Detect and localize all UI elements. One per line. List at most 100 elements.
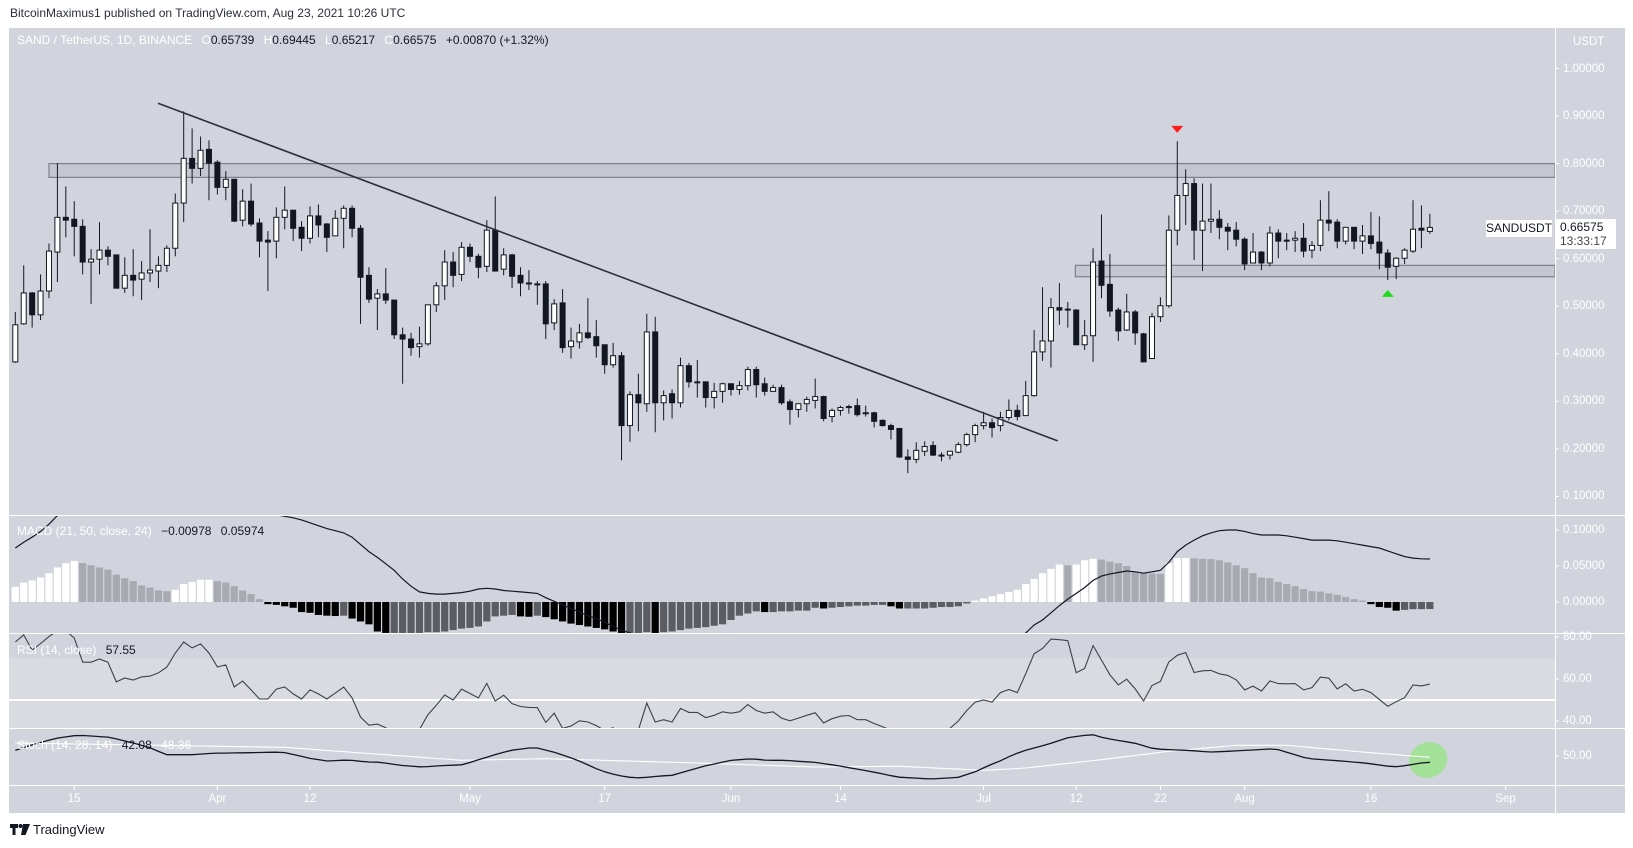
candle-body bbox=[652, 331, 659, 404]
tradingview-logo-icon[interactable] bbox=[10, 824, 30, 836]
macd-histogram-bar bbox=[996, 594, 1005, 602]
candle bbox=[205, 140, 212, 201]
candle-body bbox=[492, 229, 499, 272]
macd-histogram-bar bbox=[971, 600, 979, 602]
macd-histogram-bar bbox=[314, 602, 323, 615]
candle-body bbox=[88, 258, 95, 263]
macd-histogram-bar bbox=[575, 602, 584, 626]
sell-signal-triangle bbox=[1171, 125, 1184, 133]
candle-body bbox=[1115, 309, 1122, 332]
candle-body bbox=[248, 200, 255, 225]
time-axis-label: 16 bbox=[1364, 793, 1378, 805]
macd-histogram-bar bbox=[121, 578, 129, 602]
candle-body bbox=[1300, 237, 1307, 252]
candle bbox=[1005, 399, 1012, 421]
candle bbox=[694, 359, 701, 398]
candle-body bbox=[913, 449, 920, 460]
candle-body bbox=[1098, 260, 1105, 286]
candle-body bbox=[433, 285, 440, 306]
macd-histogram-bar bbox=[954, 602, 962, 607]
candle bbox=[551, 299, 558, 331]
candle bbox=[862, 405, 869, 417]
support-zone[interactable] bbox=[1074, 264, 1555, 278]
macd-histogram-bar bbox=[1173, 558, 1181, 602]
rsi-pane[interactable] bbox=[14, 631, 1431, 747]
stoch-pane[interactable] bbox=[15, 734, 1453, 784]
candle-body bbox=[340, 207, 347, 219]
candle-body bbox=[163, 247, 170, 266]
candle-body bbox=[1334, 221, 1341, 242]
candle-body bbox=[601, 344, 608, 366]
resistance-zone[interactable] bbox=[48, 163, 1555, 178]
candle-body bbox=[205, 148, 212, 164]
macd-pane[interactable] bbox=[11, 488, 1434, 673]
candle bbox=[450, 252, 457, 288]
candle-body bbox=[1056, 307, 1063, 311]
candle-body bbox=[12, 324, 19, 363]
candle-body bbox=[45, 250, 52, 292]
macd-histogram-bar bbox=[1123, 566, 1131, 602]
candle bbox=[264, 231, 271, 292]
price-pane[interactable] bbox=[12, 102, 1555, 474]
candle bbox=[1140, 332, 1147, 363]
stoch-highlight-ellipse bbox=[1409, 742, 1448, 778]
candle-body bbox=[879, 419, 886, 427]
macd-histogram-bar bbox=[1249, 573, 1257, 602]
candle bbox=[1224, 223, 1231, 251]
macd-histogram-bar bbox=[727, 602, 735, 620]
candle-body bbox=[1342, 226, 1349, 242]
candle bbox=[626, 391, 633, 442]
price-axis-label: 0.20000 bbox=[1563, 442, 1605, 455]
candle-body bbox=[694, 381, 701, 384]
macd-histogram-bar bbox=[1190, 558, 1198, 602]
candle bbox=[660, 390, 667, 421]
candle bbox=[1081, 320, 1088, 350]
candle-body bbox=[1005, 409, 1012, 419]
macd-histogram-bar bbox=[449, 602, 457, 631]
macd-histogram-bar bbox=[1047, 568, 1055, 602]
macd-histogram-bar bbox=[988, 596, 996, 602]
candle bbox=[62, 186, 69, 238]
buy-signal-triangle bbox=[1381, 289, 1394, 297]
candle-body bbox=[862, 412, 869, 415]
candle bbox=[1207, 183, 1214, 234]
macd-histogram-bar bbox=[205, 579, 213, 602]
candle bbox=[770, 384, 777, 392]
time-axis[interactable] bbox=[9, 786, 1555, 813]
macd-histogram-bar bbox=[744, 602, 752, 614]
candle-body bbox=[29, 292, 36, 316]
candle bbox=[1266, 226, 1273, 267]
candle bbox=[1275, 229, 1282, 259]
candle bbox=[643, 313, 650, 412]
time-axis-label: 17 bbox=[598, 793, 612, 805]
candle-body bbox=[1384, 252, 1391, 268]
candle-body bbox=[1081, 335, 1088, 346]
candle bbox=[1064, 301, 1071, 328]
tradingview-brand-link[interactable]: TradingView bbox=[33, 822, 105, 837]
time-axis-label: Aug bbox=[1234, 793, 1255, 805]
macd-histogram-bar bbox=[1384, 602, 1392, 608]
time-axis-label: Apr bbox=[208, 793, 227, 805]
candle-body bbox=[138, 272, 145, 280]
candle bbox=[1174, 141, 1181, 246]
candle-body bbox=[1031, 351, 1038, 397]
rsi-background bbox=[9, 658, 1555, 728]
macd-histogram-bar bbox=[356, 602, 365, 622]
candle bbox=[517, 267, 524, 297]
candle-body bbox=[214, 161, 221, 188]
candle bbox=[180, 111, 187, 223]
candle bbox=[197, 136, 204, 176]
candle bbox=[829, 408, 836, 423]
candle bbox=[795, 403, 802, 418]
candle bbox=[568, 327, 575, 359]
descending-trendline[interactable] bbox=[157, 102, 1058, 442]
macd-histogram-bar bbox=[289, 602, 297, 608]
candle-body bbox=[1241, 238, 1248, 265]
macd-histogram-bar bbox=[1139, 573, 1148, 602]
candle-body bbox=[1106, 283, 1113, 312]
macd-histogram-bar bbox=[1409, 602, 1417, 610]
macd-histogram-bar bbox=[1325, 593, 1333, 602]
macd-histogram-bar bbox=[466, 602, 474, 628]
stoch-k-value: 42.08 bbox=[121, 738, 152, 752]
